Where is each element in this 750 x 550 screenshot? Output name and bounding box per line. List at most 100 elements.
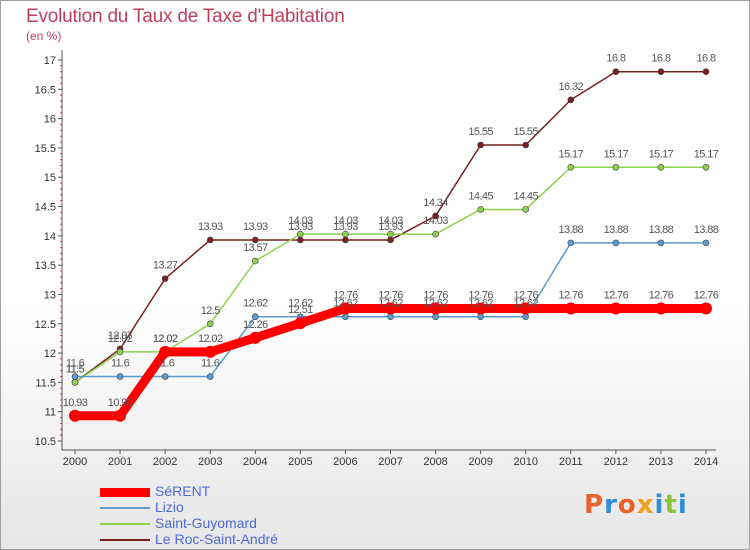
x-tick-label: 2004: [243, 456, 267, 468]
x-tick-label: 2010: [513, 456, 537, 468]
legend-label: Le Roc-Saint-André: [155, 531, 278, 547]
data-point: [564, 302, 577, 315]
data-point: [69, 409, 81, 422]
data-label: 12.07: [108, 330, 133, 342]
data-point: [297, 230, 304, 238]
data-label: 13.93: [378, 221, 403, 233]
data-label: 12.62: [333, 298, 358, 310]
data-label: 10.93: [108, 397, 133, 409]
data-label: 12.62: [423, 298, 448, 310]
data-label: 16.8: [606, 53, 625, 65]
data-point: [609, 302, 622, 315]
x-tick-label: 2014: [694, 456, 718, 468]
data-label: 13.93: [288, 221, 313, 233]
data-point: [567, 96, 575, 104]
data-point: [161, 373, 169, 380]
data-label: 15.17: [649, 148, 674, 160]
legend-item: Le Roc-Saint-André: [100, 531, 320, 548]
x-tick-label: 2005: [288, 456, 312, 468]
y-tick-label: 17: [44, 55, 56, 67]
data-point: [204, 345, 217, 358]
data-point: [387, 236, 394, 244]
data-label: 12.02: [198, 333, 223, 345]
legend-item: SéRENT: [100, 483, 320, 500]
data-label: 12.76: [378, 290, 403, 302]
y-tick-label: 16: [44, 114, 56, 126]
data-point: [251, 313, 259, 321]
data-label: 12.02: [108, 333, 133, 345]
data-label: 14.45: [468, 190, 493, 202]
data-point: [116, 373, 124, 380]
data-point: [206, 236, 214, 244]
data-point: [432, 230, 439, 238]
data-label: 12.76: [513, 290, 538, 302]
data-label: 14.34: [423, 197, 448, 209]
data-point: [429, 302, 442, 315]
legend-label: Saint-Guyomard: [155, 515, 257, 531]
x-tick-label: 2013: [649, 456, 673, 468]
data-label: 12.26: [243, 319, 268, 331]
y-tick-label: 13.5: [35, 260, 56, 272]
data-label: 14.03: [333, 215, 358, 227]
data-point: [387, 313, 394, 321]
data-label: 11.6: [156, 358, 175, 370]
y-tick-label: 12: [44, 348, 56, 360]
legend-swatch: [100, 487, 150, 497]
x-tick-label: 2009: [468, 456, 492, 468]
data-label: 16.8: [651, 53, 670, 65]
data-label: 14.03: [378, 215, 403, 227]
data-point: [251, 257, 259, 265]
data-point: [654, 302, 667, 315]
data-label: 16.8: [696, 53, 715, 65]
y-tick-label: 15.5: [35, 143, 56, 155]
data-point: [519, 302, 532, 315]
data-label: 11.6: [201, 358, 220, 370]
legend-item: Saint-Guyomard: [100, 515, 320, 532]
x-tick-label: 2007: [378, 456, 402, 468]
legend-swatch: [100, 539, 150, 541]
data-point: [702, 163, 710, 171]
data-point: [159, 345, 172, 358]
legend-swatch: [100, 507, 150, 509]
chart-title: Evolution du Taux de Taxe d'Habitation: [26, 6, 345, 27]
y-tick-label: 12.5: [35, 319, 56, 331]
data-label: 12.62: [468, 298, 493, 310]
data-label: 11.6: [66, 358, 85, 370]
data-point: [206, 373, 214, 380]
data-label: 12.02: [153, 333, 178, 345]
data-label: 15.17: [559, 148, 584, 160]
data-point: [384, 302, 397, 315]
data-label: 13.88: [604, 224, 629, 236]
data-label: 12.02: [153, 333, 178, 345]
data-label: 16.32: [559, 81, 584, 93]
data-point: [612, 239, 620, 247]
data-label: 15.55: [468, 126, 493, 138]
data-label: 13.93: [333, 221, 358, 233]
data-label: 13.57: [243, 242, 268, 254]
data-label: 12.62: [243, 298, 268, 310]
data-label: 13.88: [694, 224, 719, 236]
data-label: 14.03: [423, 215, 448, 227]
data-point: [474, 302, 487, 315]
data-label: 13.88: [649, 224, 674, 236]
data-point: [477, 313, 484, 321]
data-point: [339, 302, 352, 315]
x-tick-label: 2000: [63, 456, 87, 468]
data-point: [657, 163, 665, 171]
y-tick-label: 14: [44, 231, 56, 243]
data-label: 13.27: [153, 260, 178, 272]
data-point: [522, 206, 530, 213]
x-tick-label: 2006: [333, 456, 357, 468]
data-point: [477, 141, 484, 149]
data-point: [114, 409, 127, 422]
data-point: [249, 331, 262, 344]
data-label: 13.88: [559, 224, 584, 236]
data-point: [161, 275, 169, 282]
data-point: [71, 373, 79, 380]
data-label: 12.51: [288, 304, 313, 316]
proxiti-logo: Proxiti: [584, 490, 688, 520]
data-point: [251, 236, 259, 244]
data-point: [702, 68, 710, 76]
data-label: 12.76: [333, 290, 358, 302]
